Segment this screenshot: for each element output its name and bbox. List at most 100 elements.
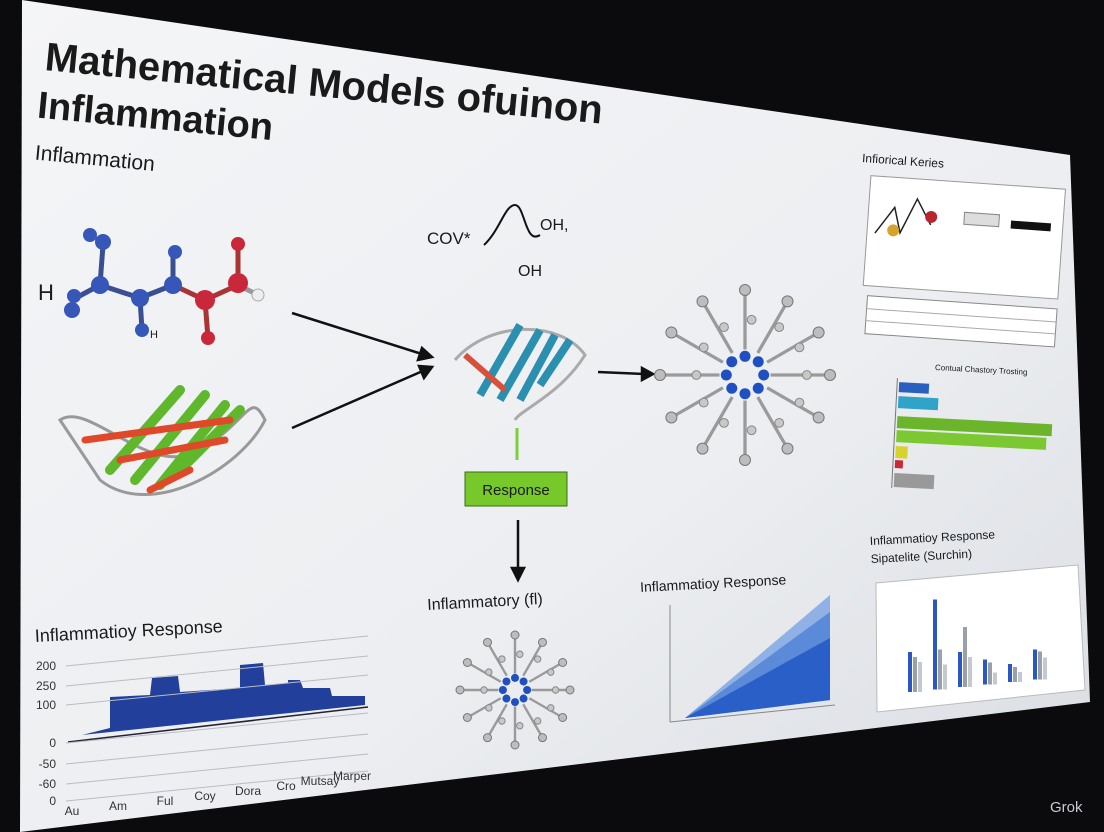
bond [466, 661, 502, 683]
atom [498, 686, 507, 694]
atom [696, 295, 709, 308]
bond [522, 703, 544, 739]
atom [752, 356, 764, 368]
atom [558, 713, 568, 722]
atom [462, 713, 472, 722]
atom [665, 411, 678, 424]
atom [746, 425, 757, 436]
bar [933, 599, 937, 690]
mini-title: Infiorical Keries [862, 151, 945, 171]
atom [510, 740, 520, 750]
atom [483, 637, 492, 647]
bar [958, 652, 962, 687]
atom [719, 417, 729, 428]
bar [1008, 664, 1012, 682]
chart-title: Inflammatioy Response [640, 571, 787, 595]
atom [739, 350, 751, 362]
chart-title: Inflammatioy Response [869, 527, 995, 548]
bar [938, 649, 942, 690]
bond [701, 300, 734, 354]
cluster [455, 630, 575, 750]
atom [483, 733, 492, 743]
atom [726, 382, 738, 394]
atom [516, 722, 524, 730]
x-tick-label: Am [109, 799, 127, 813]
reaction-label: OH, [540, 217, 568, 234]
bar [943, 664, 947, 690]
atom [739, 284, 751, 296]
atom [774, 417, 785, 428]
bond [756, 300, 789, 354]
atoms [64, 228, 265, 345]
atom [719, 322, 729, 333]
atom [523, 686, 532, 694]
atom [812, 411, 825, 424]
area-chart [669, 595, 836, 723]
atom [565, 685, 575, 695]
atom [547, 704, 555, 712]
response-box [464, 471, 568, 507]
bond [522, 641, 544, 677]
atom [698, 397, 709, 408]
atom [781, 442, 794, 455]
bond [486, 703, 508, 739]
atom [739, 388, 751, 400]
atom [538, 637, 547, 647]
atom [533, 717, 542, 725]
grid-line [65, 770, 369, 802]
bar [1038, 651, 1042, 680]
atom [502, 694, 511, 703]
mini-chart: Contual Chastory Trosting [891, 363, 1053, 490]
y-tick-label: 0 [49, 736, 56, 750]
atom [774, 322, 785, 333]
atom [485, 668, 493, 676]
bar [1033, 649, 1037, 680]
reaction-curve [483, 203, 541, 246]
watermark: Grok [1050, 799, 1083, 816]
atom [696, 442, 709, 455]
bond [701, 396, 734, 450]
atom [698, 342, 709, 353]
atom-label: H [38, 280, 54, 305]
bar [1043, 657, 1047, 680]
atom [665, 326, 678, 339]
mini-chart: Infiorical Keries [862, 151, 1066, 348]
reaction-label: OH [518, 263, 542, 280]
y-tick-label: 200 [36, 659, 56, 673]
bar [983, 659, 987, 685]
bond [466, 697, 502, 719]
atom [516, 650, 524, 658]
atom [511, 698, 519, 707]
atom [794, 397, 805, 408]
bond [756, 396, 789, 450]
atom-label: H [150, 329, 158, 341]
atom [824, 369, 836, 381]
bar [1018, 672, 1022, 682]
bar [993, 672, 997, 685]
bond [766, 386, 820, 419]
atom [498, 655, 506, 663]
atom [558, 658, 568, 667]
grid-line [65, 674, 369, 706]
bar [988, 662, 992, 685]
bar [918, 662, 922, 692]
y-tick-label: 250 [36, 679, 56, 693]
atom [480, 686, 488, 694]
atom [752, 382, 764, 394]
atom [519, 694, 528, 703]
x-tick-label: Ful [157, 794, 174, 808]
chart-title: Sipatelite (Surchin) [870, 547, 972, 566]
atom [511, 673, 519, 682]
bond [670, 386, 724, 419]
x-tick-label: Mutsay [301, 774, 340, 788]
atom [547, 668, 555, 676]
atom [510, 630, 520, 640]
grid-line [65, 712, 369, 744]
x-tick-label: Au [65, 804, 80, 818]
atom [498, 717, 506, 725]
atom [801, 370, 812, 380]
grid-line [65, 655, 369, 687]
chart: 200 250 100 0 -50 -60 0 Au Am Ful Coy Dora Cro Mutsay… [36, 635, 371, 818]
x-tick-label: Marper [333, 769, 371, 783]
bond [528, 661, 564, 683]
